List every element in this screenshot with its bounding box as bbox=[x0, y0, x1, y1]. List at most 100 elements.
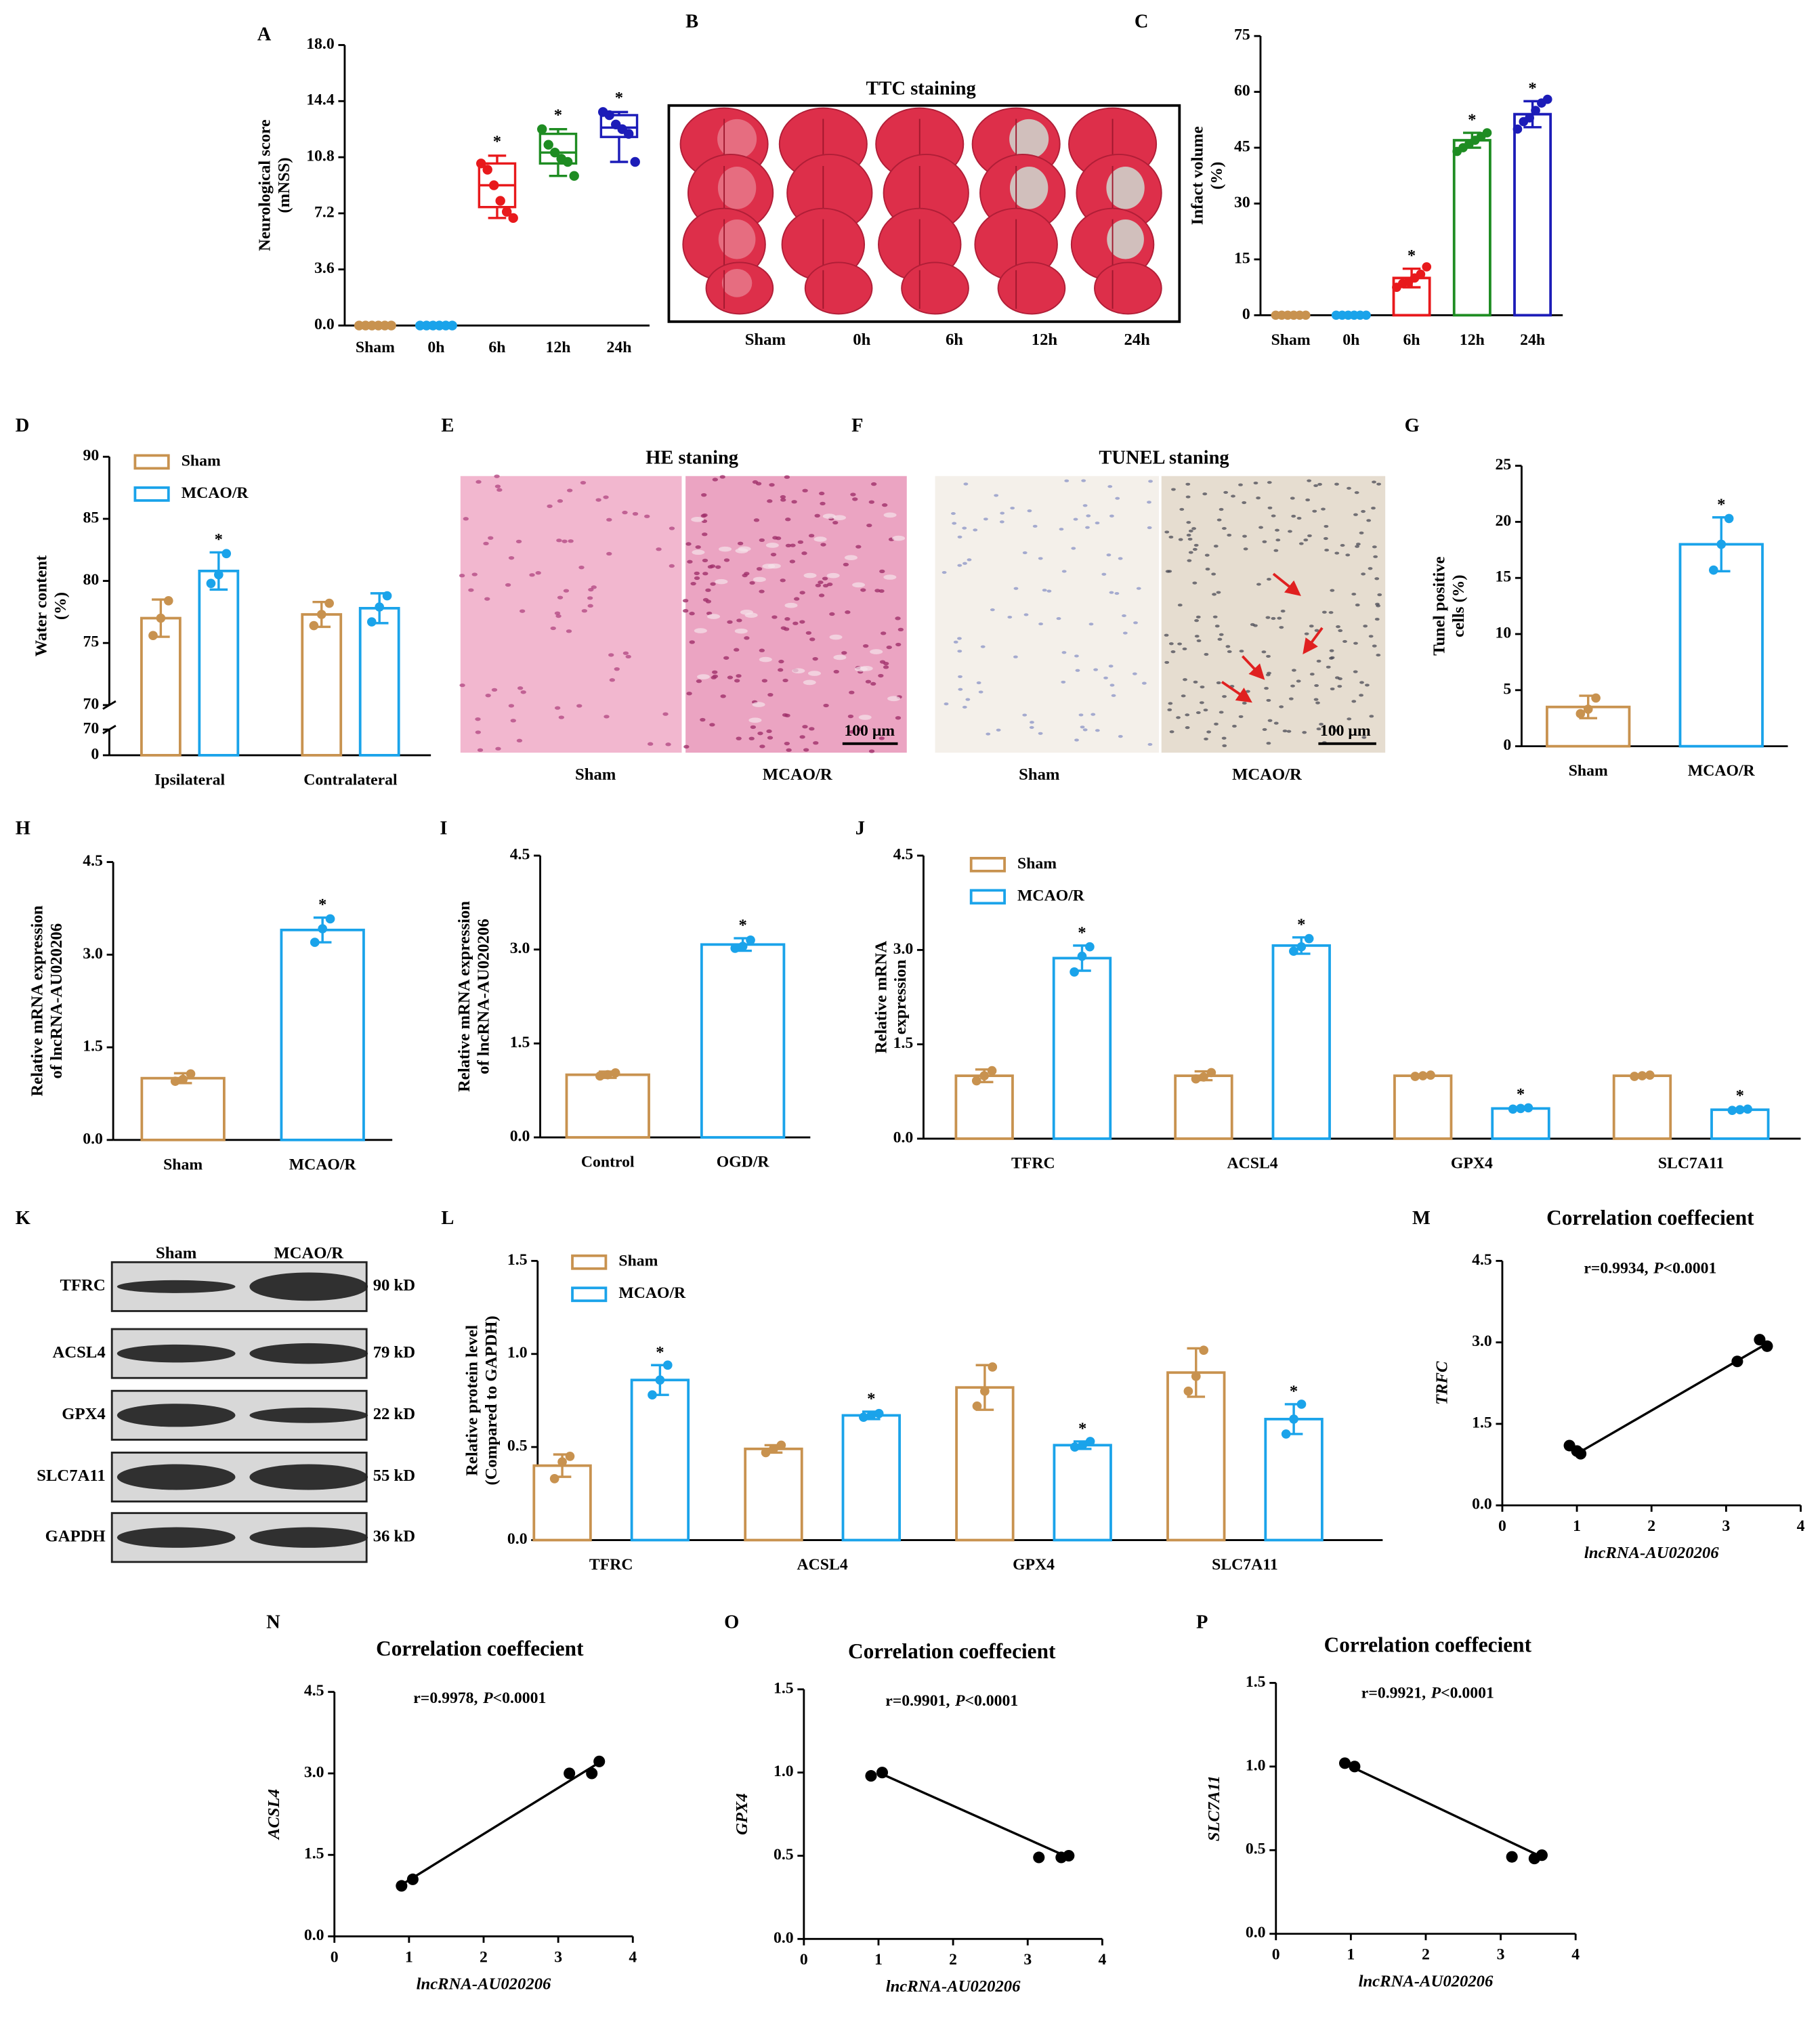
cell-nucleus bbox=[1323, 536, 1328, 541]
vacuole bbox=[883, 574, 897, 580]
cell-nucleus bbox=[778, 668, 784, 672]
blot-column: MCAO/R bbox=[274, 1244, 344, 1263]
data-point bbox=[1506, 1851, 1518, 1863]
cell-nucleus bbox=[1316, 727, 1321, 731]
bar bbox=[1264, 1418, 1324, 1542]
cell-nucleus bbox=[662, 712, 669, 716]
significance-star: * bbox=[1528, 79, 1536, 98]
cell-nucleus bbox=[1222, 744, 1227, 747]
bar bbox=[532, 1464, 592, 1542]
cell-nucleus bbox=[702, 558, 708, 563]
vacuole bbox=[829, 634, 843, 640]
data-point bbox=[1296, 942, 1307, 952]
cell-nucleus bbox=[1196, 639, 1202, 643]
cell-nucleus bbox=[1081, 479, 1086, 482]
cell-nucleus bbox=[980, 645, 986, 648]
cell-nucleus bbox=[1328, 611, 1334, 614]
panel-letter: O bbox=[724, 1612, 739, 1633]
y-tick-label: 0.0 bbox=[83, 1130, 103, 1148]
panel-letter: J bbox=[855, 818, 865, 839]
stat-r: r=0.9921, bbox=[1361, 1685, 1426, 1702]
stat-r: r=0.9978, bbox=[413, 1690, 478, 1708]
bar bbox=[1678, 543, 1764, 748]
data-point bbox=[366, 617, 377, 627]
vacuole bbox=[691, 517, 704, 522]
cell-nucleus bbox=[1195, 615, 1201, 618]
vacuole bbox=[765, 543, 779, 548]
cell-nucleus bbox=[1204, 737, 1208, 741]
cell-nucleus bbox=[897, 627, 904, 632]
bar bbox=[1710, 1108, 1770, 1140]
data-point bbox=[1531, 106, 1540, 115]
cell-nucleus bbox=[1288, 530, 1292, 533]
cell-nucleus bbox=[780, 498, 786, 502]
cell-nucleus bbox=[1176, 716, 1181, 719]
cell-nucleus bbox=[1351, 592, 1357, 596]
y-axis-label: Infact volume bbox=[1188, 126, 1206, 225]
x-tick-label: GPX4 bbox=[1451, 1154, 1493, 1172]
data-point bbox=[655, 1375, 665, 1385]
x-tick-label: 0 bbox=[800, 1951, 808, 1969]
cell-nucleus bbox=[568, 539, 574, 543]
y-tick-label: 4.5 bbox=[83, 852, 103, 870]
cell-nucleus bbox=[1170, 650, 1176, 654]
cell-nucleus bbox=[656, 547, 662, 551]
cell-nucleus bbox=[1193, 543, 1199, 547]
blot-band bbox=[117, 1280, 236, 1293]
cell-nucleus bbox=[999, 520, 1004, 524]
infarct-area bbox=[718, 219, 756, 259]
y-tick-label: 25 bbox=[1496, 456, 1512, 474]
cell-nucleus bbox=[778, 659, 784, 664]
bar bbox=[630, 1379, 690, 1542]
data-point bbox=[482, 165, 492, 175]
cell-nucleus bbox=[1258, 526, 1263, 529]
data-point bbox=[1426, 1070, 1435, 1080]
cell-nucleus bbox=[1307, 479, 1312, 482]
cell-nucleus bbox=[1212, 615, 1218, 618]
y-axis-label: Relative mRNA bbox=[872, 941, 890, 1054]
data-point bbox=[604, 110, 614, 121]
cell-nucleus bbox=[736, 618, 742, 623]
cell-nucleus bbox=[1359, 531, 1364, 534]
data-point bbox=[1033, 1851, 1045, 1864]
y-tick-label: 3.6 bbox=[314, 259, 335, 277]
cell-nucleus bbox=[1177, 642, 1182, 646]
cell-nucleus bbox=[986, 732, 991, 736]
cell-nucleus bbox=[957, 650, 962, 653]
cell-nucleus bbox=[1324, 548, 1330, 552]
data-point bbox=[213, 570, 224, 580]
vacuole bbox=[808, 671, 821, 676]
cell-nucleus bbox=[1141, 681, 1147, 685]
x-tick-label: 24h bbox=[607, 339, 632, 356]
y-tick-label: 20 bbox=[1496, 512, 1512, 530]
micrograph bbox=[1161, 476, 1386, 753]
vacuole bbox=[813, 536, 827, 542]
vacuole bbox=[734, 628, 748, 634]
data-point bbox=[495, 196, 505, 206]
cell-nucleus bbox=[1111, 694, 1116, 697]
data-point bbox=[318, 924, 327, 933]
cell-nucleus bbox=[780, 578, 786, 583]
significance-star: * bbox=[1736, 1087, 1744, 1105]
data-point bbox=[501, 207, 512, 217]
y-tick-label: 0.0 bbox=[893, 1129, 914, 1146]
x-axis-label: lncRNA-AU020206 bbox=[1359, 1973, 1494, 1991]
data-point bbox=[148, 631, 158, 641]
data-point bbox=[662, 1360, 673, 1370]
cell-nucleus bbox=[1211, 572, 1216, 576]
cell-nucleus bbox=[1114, 591, 1120, 595]
cell-nucleus bbox=[1355, 543, 1361, 546]
stat-annotation: r=0.9901, P<0.0001 bbox=[885, 1692, 1018, 1710]
data-point bbox=[536, 124, 547, 134]
cell-nucleus bbox=[1321, 610, 1327, 614]
cell-nucleus bbox=[1118, 735, 1123, 738]
y-tick-label: 1.5 bbox=[83, 1038, 103, 1055]
y-tick-label: 0.0 bbox=[1246, 1924, 1266, 1941]
cell-nucleus bbox=[771, 615, 778, 619]
cell-nucleus bbox=[1013, 587, 1019, 590]
cell-nucleus bbox=[1373, 555, 1378, 558]
cell-nucleus bbox=[1088, 623, 1094, 626]
cell-nucleus bbox=[1202, 492, 1208, 496]
y-tick-label: 0.5 bbox=[774, 1846, 794, 1864]
vacuole bbox=[826, 572, 840, 578]
